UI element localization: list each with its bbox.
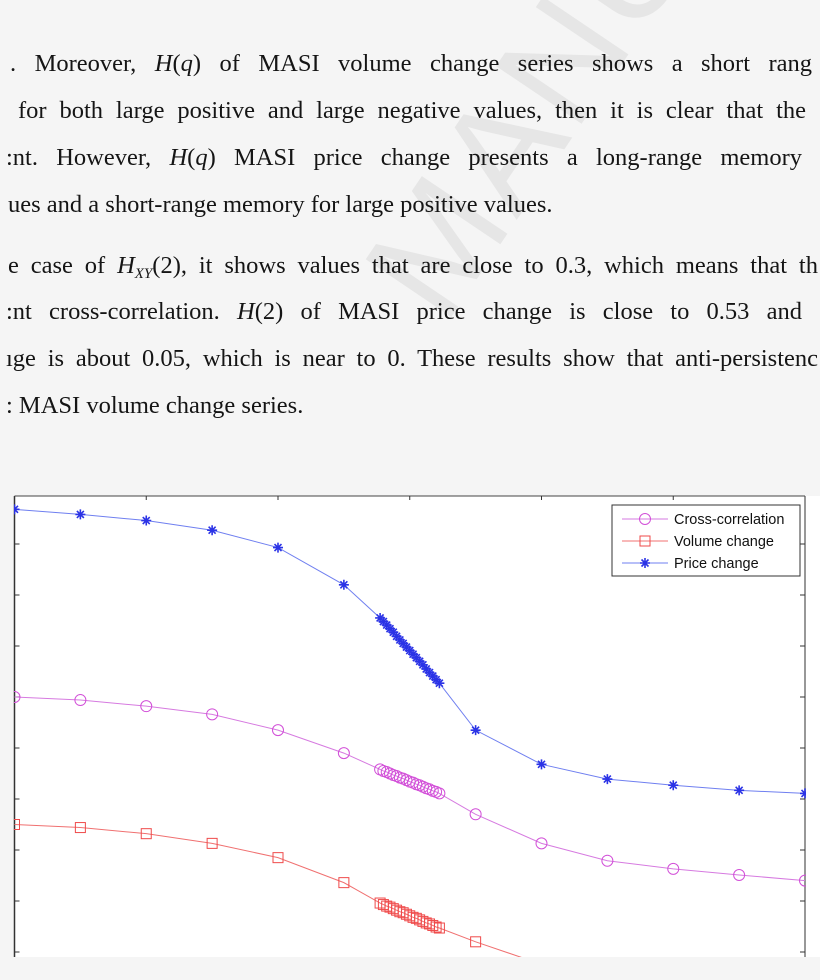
price-change-point — [273, 542, 283, 553]
math-H: H — [237, 298, 255, 325]
paragraph-line: : MASI volume change series. — [6, 392, 304, 419]
math-q: q — [180, 50, 193, 77]
cross-correlation-point — [206, 708, 219, 721]
volume-change-point — [74, 822, 86, 834]
volume-change-point — [14, 819, 20, 830]
price-change-point — [800, 788, 806, 799]
text: ( — [187, 144, 196, 171]
price-change-point — [388, 627, 399, 638]
math-H: H — [169, 144, 188, 171]
cross-correlation-point — [140, 700, 153, 713]
cross-correlation-point — [667, 862, 680, 875]
paragraph-line: for both large positive and large negati… — [18, 97, 806, 124]
math-subscript: XY — [134, 266, 153, 281]
price-change-point — [734, 785, 745, 796]
paragraph-line: ıge is about 0.05, which is near to 0. T… — [6, 345, 818, 372]
legend: Cross-correlation Volume change Price ch… — [611, 504, 801, 577]
cross-correlation-point — [799, 874, 806, 887]
cross-correlation-point — [74, 694, 87, 707]
text: ) MASI price change presents a long-rang… — [207, 144, 802, 171]
math-q: q — [195, 144, 208, 171]
price-change-point — [417, 659, 428, 670]
cross-correlation-point — [733, 868, 746, 881]
price-change-point — [141, 515, 152, 526]
cross-correlation-point — [433, 787, 446, 800]
volume-change-point — [470, 936, 482, 948]
cross-correlation-point — [601, 854, 614, 867]
paragraph-line: :nt. However, H(q) MASI price change pre… — [6, 143, 802, 173]
cross-correlation-point — [14, 691, 21, 703]
axes — [13, 495, 806, 957]
volume-change-point — [427, 919, 439, 931]
legend-marker-cross-correlation — [639, 513, 651, 525]
legend-marker-volume-change — [639, 535, 651, 547]
legend-marker-price-change — [640, 558, 650, 568]
cross-correlation-point — [469, 808, 482, 821]
price-change-point — [207, 525, 218, 536]
text: (2), it shows values that are close to 0… — [152, 252, 818, 279]
volume-change-point — [430, 921, 442, 933]
price-change-point — [470, 725, 481, 736]
text: (2) of MASI price change is close to 0.5… — [254, 298, 802, 325]
volume-change-point — [433, 922, 445, 934]
paragraph-line: ues and a short-range memory for large p… — [8, 191, 553, 218]
math-H: H — [154, 50, 173, 77]
text: :nt cross-correlation. — [6, 298, 237, 325]
series-cross-correlation — [14, 691, 806, 887]
text: :nt. However, — [6, 144, 170, 171]
series-volume-change — [14, 819, 547, 969]
price-change-point — [668, 780, 679, 791]
volume-change-point — [272, 852, 284, 864]
cross-correlation-point — [272, 724, 284, 737]
legend-label-price: Price change — [674, 556, 759, 572]
cross-correlation-point — [337, 747, 350, 760]
volume-change-point — [140, 828, 152, 840]
series-price-change — [14, 504, 806, 799]
paragraph-line: e case of HXY(2), it shows values that a… — [8, 251, 818, 281]
math-H: H — [117, 252, 135, 279]
price-change-point — [14, 504, 20, 515]
price-change-point — [338, 579, 349, 590]
legend-label-volume: Volume change — [674, 534, 774, 550]
text: ) of MASI volume change series shows a s… — [192, 50, 812, 77]
price-change-point — [536, 759, 547, 770]
price-change-point — [75, 509, 86, 520]
volume-change-point — [537, 959, 547, 969]
text: ( — [172, 50, 181, 77]
volume-change-point — [338, 877, 350, 889]
volume-change-point — [206, 837, 218, 849]
text: e case of — [8, 252, 118, 279]
text: . Moreover, — [10, 50, 155, 77]
legend-label-cross: Cross-correlation — [674, 512, 784, 528]
paragraph-line: :nt cross-correlation. H(2) of MASI pric… — [6, 297, 802, 327]
cross-correlation-point — [535, 837, 548, 850]
price-change-point — [602, 774, 613, 785]
paragraph-line: . Moreover, H(q) of MASI volume change s… — [10, 49, 812, 79]
series-group — [14, 504, 806, 969]
price-change-point — [434, 678, 445, 689]
cross-correlation-line — [14, 696, 806, 882]
